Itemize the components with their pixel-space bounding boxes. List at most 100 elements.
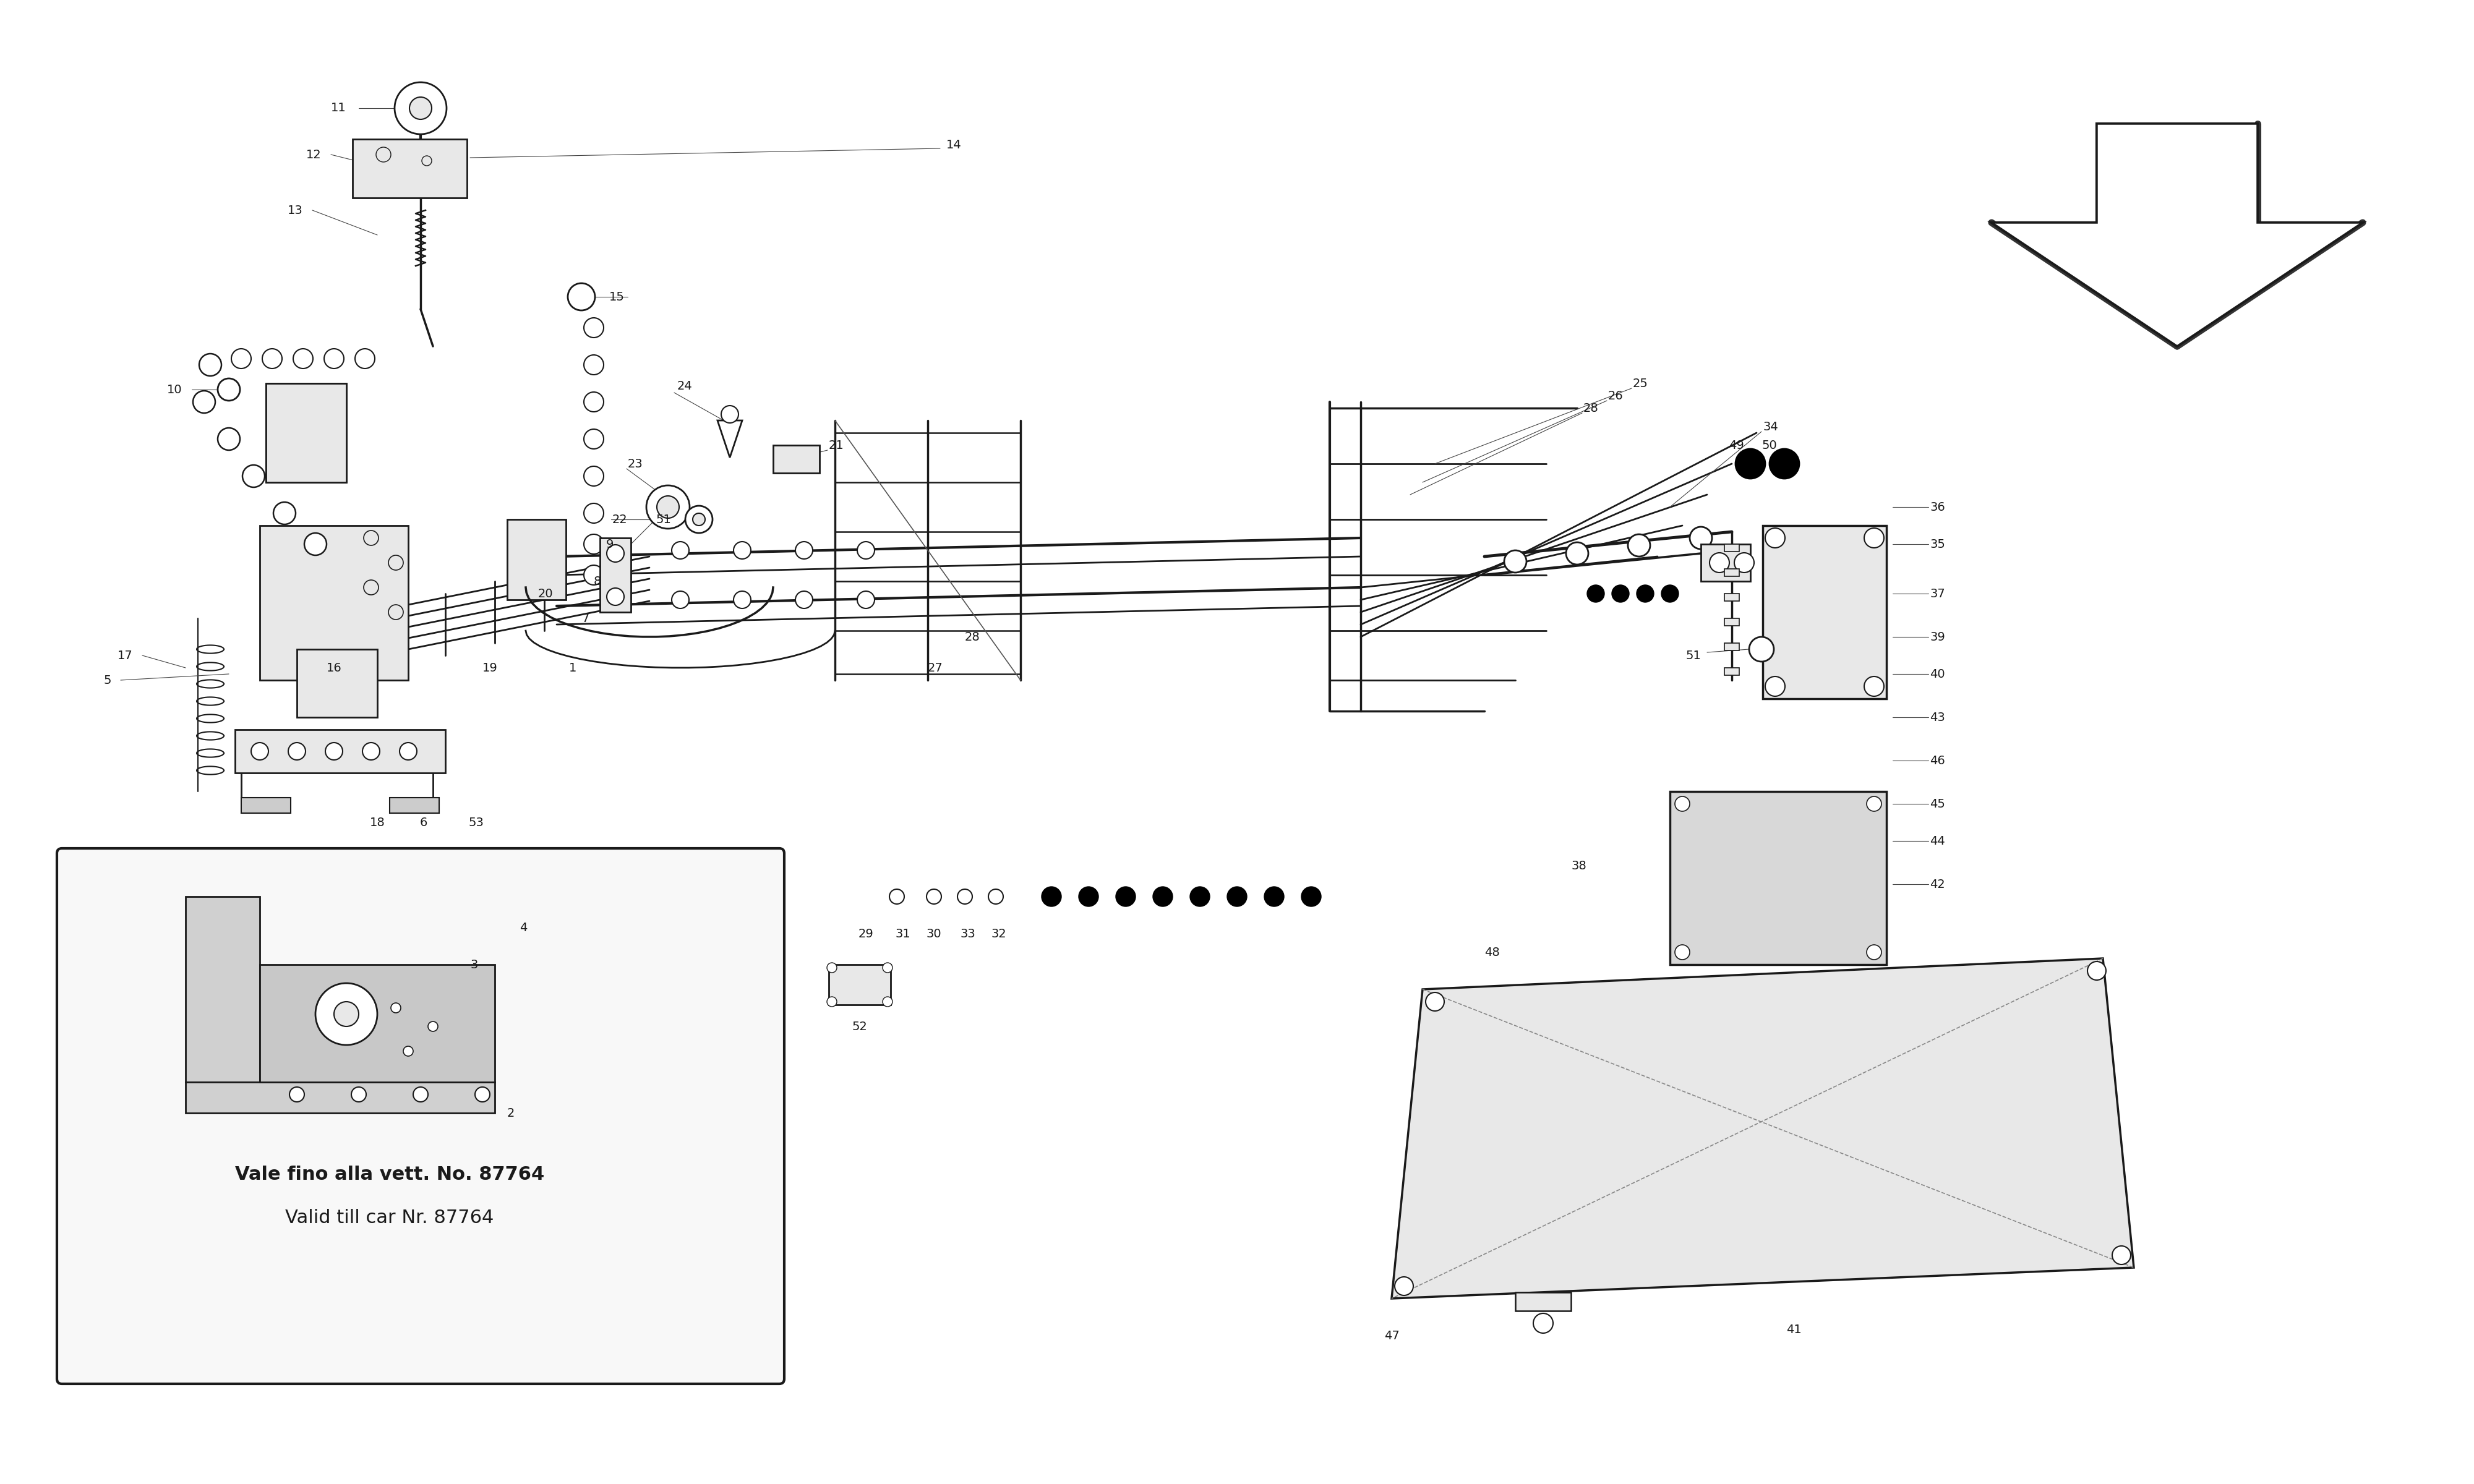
Circle shape	[584, 355, 604, 374]
Circle shape	[673, 591, 688, 608]
Circle shape	[609, 591, 628, 608]
Circle shape	[990, 889, 1004, 904]
Bar	[1670, 791, 1888, 965]
Bar	[507, 519, 567, 600]
Circle shape	[364, 530, 379, 545]
Text: 16: 16	[327, 662, 341, 674]
Circle shape	[569, 283, 594, 310]
Text: 34: 34	[1761, 421, 1779, 432]
Circle shape	[1190, 886, 1210, 907]
Text: 14: 14	[945, 139, 962, 151]
Circle shape	[272, 502, 297, 524]
Circle shape	[1301, 886, 1321, 907]
Text: 2: 2	[507, 1107, 515, 1119]
Bar	[1724, 545, 1739, 552]
Text: 51: 51	[656, 513, 670, 525]
Text: 37: 37	[1930, 588, 1945, 600]
Circle shape	[388, 605, 403, 620]
Circle shape	[334, 1002, 359, 1027]
Circle shape	[722, 405, 737, 423]
Text: 43: 43	[1930, 711, 1945, 723]
Circle shape	[1628, 534, 1650, 556]
Circle shape	[262, 349, 282, 368]
Text: 28: 28	[1583, 402, 1598, 414]
Circle shape	[1737, 448, 1766, 478]
Text: 5: 5	[104, 674, 111, 686]
Circle shape	[826, 963, 836, 972]
Text: 27: 27	[928, 662, 943, 674]
Circle shape	[606, 545, 623, 562]
Text: 25: 25	[1633, 377, 1648, 389]
Circle shape	[198, 353, 223, 375]
Text: 23: 23	[628, 459, 643, 469]
Circle shape	[1710, 552, 1729, 573]
Bar	[829, 965, 891, 1005]
Bar	[1724, 668, 1739, 675]
Circle shape	[233, 349, 252, 368]
Text: 47: 47	[1383, 1330, 1400, 1342]
Text: 13: 13	[287, 205, 302, 217]
Polygon shape	[260, 965, 495, 1082]
Circle shape	[584, 392, 604, 411]
Polygon shape	[1390, 959, 2133, 1298]
Circle shape	[1264, 886, 1284, 907]
Circle shape	[327, 742, 341, 760]
Text: 3: 3	[470, 959, 477, 971]
Circle shape	[317, 982, 376, 1045]
Circle shape	[1079, 886, 1098, 907]
Text: 49: 49	[1729, 439, 1744, 451]
Circle shape	[364, 580, 379, 595]
Text: 11: 11	[332, 102, 346, 114]
Circle shape	[858, 591, 876, 608]
Circle shape	[584, 534, 604, 554]
Text: 28: 28	[965, 631, 980, 643]
Circle shape	[361, 742, 381, 760]
Text: 38: 38	[1571, 859, 1586, 871]
Text: 6: 6	[421, 816, 428, 828]
Circle shape	[401, 742, 416, 760]
Circle shape	[1504, 551, 1526, 573]
Text: 30: 30	[925, 927, 943, 939]
Circle shape	[797, 542, 811, 559]
Text: 46: 46	[1930, 755, 1945, 766]
Bar	[1702, 545, 1752, 582]
Circle shape	[2113, 1247, 2130, 1264]
Text: 29: 29	[858, 927, 873, 939]
Circle shape	[218, 378, 240, 401]
Text: 19: 19	[482, 662, 497, 674]
Circle shape	[324, 349, 344, 368]
Bar	[354, 139, 468, 197]
Circle shape	[1690, 527, 1712, 549]
Circle shape	[388, 555, 403, 570]
Text: 33: 33	[960, 927, 975, 939]
Circle shape	[891, 889, 905, 904]
Circle shape	[1868, 797, 1883, 812]
Circle shape	[1638, 585, 1653, 603]
Circle shape	[428, 1021, 438, 1031]
Circle shape	[287, 742, 307, 760]
Circle shape	[304, 533, 327, 555]
Bar	[1514, 1293, 1571, 1310]
Circle shape	[218, 427, 240, 450]
Bar	[391, 798, 440, 813]
Circle shape	[1766, 677, 1786, 696]
Circle shape	[673, 542, 688, 559]
Text: 39: 39	[1930, 631, 1945, 643]
Circle shape	[411, 96, 433, 119]
Circle shape	[883, 997, 893, 1006]
Circle shape	[1675, 945, 1690, 960]
Circle shape	[1734, 552, 1754, 573]
Text: Valid till car Nr. 87764: Valid till car Nr. 87764	[285, 1209, 495, 1227]
Circle shape	[1766, 528, 1786, 548]
Circle shape	[797, 591, 811, 608]
Circle shape	[957, 889, 972, 904]
Text: 1: 1	[569, 662, 576, 674]
Text: 4: 4	[520, 922, 527, 933]
Circle shape	[1227, 886, 1247, 907]
Text: 17: 17	[119, 650, 134, 662]
Circle shape	[1613, 585, 1628, 603]
Circle shape	[693, 513, 705, 525]
Text: 24: 24	[678, 380, 693, 392]
Text: 7: 7	[581, 613, 589, 625]
Circle shape	[252, 742, 267, 760]
